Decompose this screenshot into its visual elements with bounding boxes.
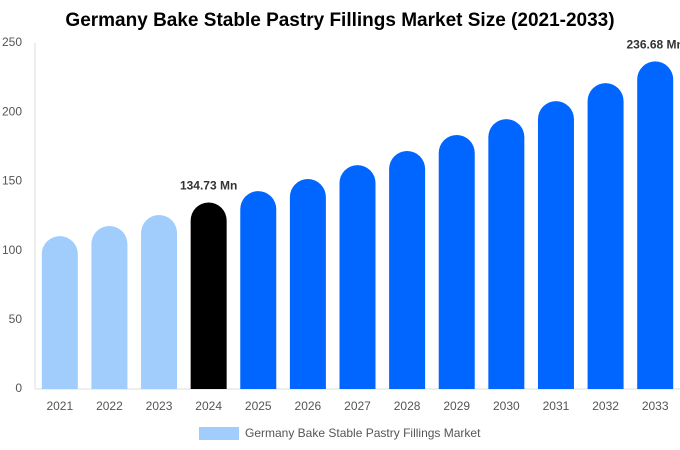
x-tick-label: 2028 [394, 399, 421, 413]
x-tick-label: 2021 [46, 399, 73, 413]
y-tick-label: 200 [2, 104, 22, 118]
bar [190, 202, 227, 389]
bar [587, 83, 624, 390]
x-tick-label: 2022 [96, 399, 123, 413]
x-tick-label: 2033 [642, 399, 669, 413]
y-tick-label: 100 [2, 243, 22, 257]
chart-title: Germany Bake Stable Pastry Fillings Mark… [65, 10, 614, 31]
bar [488, 119, 525, 390]
bar [537, 101, 574, 390]
bar [91, 225, 128, 389]
bar [240, 191, 277, 389]
x-tick-label: 2029 [443, 399, 470, 413]
legend-swatch [199, 427, 239, 440]
y-tick-label: 150 [2, 174, 22, 188]
y-tick-label: 50 [9, 312, 23, 326]
x-tick-label: 2025 [245, 399, 272, 413]
x-tick-label: 2032 [592, 399, 619, 413]
bar [438, 135, 475, 389]
x-tick-label: 2023 [146, 399, 173, 413]
bar [141, 215, 178, 389]
bar [289, 179, 326, 389]
y-tick-label: 250 [2, 35, 22, 49]
x-tick-label: 2026 [295, 399, 322, 413]
bar [637, 61, 674, 390]
x-tick-label: 2030 [493, 399, 520, 413]
bar [41, 236, 78, 389]
x-tick-label: 2031 [543, 399, 570, 413]
y-tick-label: 0 [15, 381, 22, 395]
value-label: 134.73 Mn [180, 179, 237, 193]
x-tick-label: 2027 [344, 399, 371, 413]
legend-label: Germany Bake Stable Pastry Fillings Mark… [245, 426, 481, 440]
bar [339, 165, 376, 389]
bar [389, 150, 426, 389]
value-label: 236.68 Mn [627, 38, 680, 52]
x-tick-label: 2024 [195, 399, 222, 413]
